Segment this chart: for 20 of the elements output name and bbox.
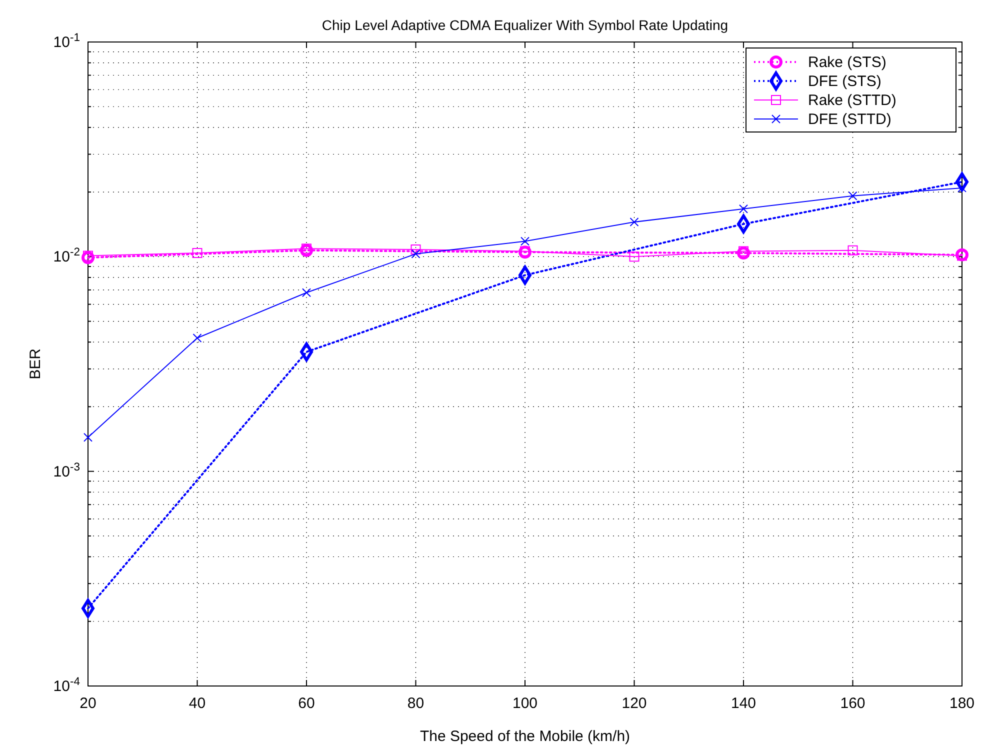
chart-title: Chip Level Adaptive CDMA Equalizer With Symbol Rate Updating [322,17,728,33]
y-tick-label: 10$^{-3}$ [53,461,80,480]
x-tick-label: 60 [298,695,315,712]
x-tick-label: 140 [730,695,756,712]
x-axis-title: The Speed of the Mobile (km/h) [420,728,630,745]
legend-label: Rake (STS) [808,54,886,71]
y-axis-title: BER [27,348,44,380]
x-tick-label: 120 [622,695,647,712]
legend-label: DFE (STS) [808,73,882,90]
y-tick-label: 10$^{-1}$ [53,32,80,51]
x-tick-label: 40 [188,695,206,712]
x-tick-label: 80 [407,695,424,712]
y-tick-label: 10$^{-2}$ [53,246,80,266]
legend-label: Rake (STTD) [808,92,896,109]
y-tick-label: 10$^{-4}$ [53,676,80,695]
x-tick-label: 100 [512,695,538,712]
legend-label: DFE (STTD) [808,111,892,128]
x-tick-label: 180 [949,695,975,712]
x-tick-label: 20 [80,695,96,712]
x-tick-label: 160 [840,695,866,712]
